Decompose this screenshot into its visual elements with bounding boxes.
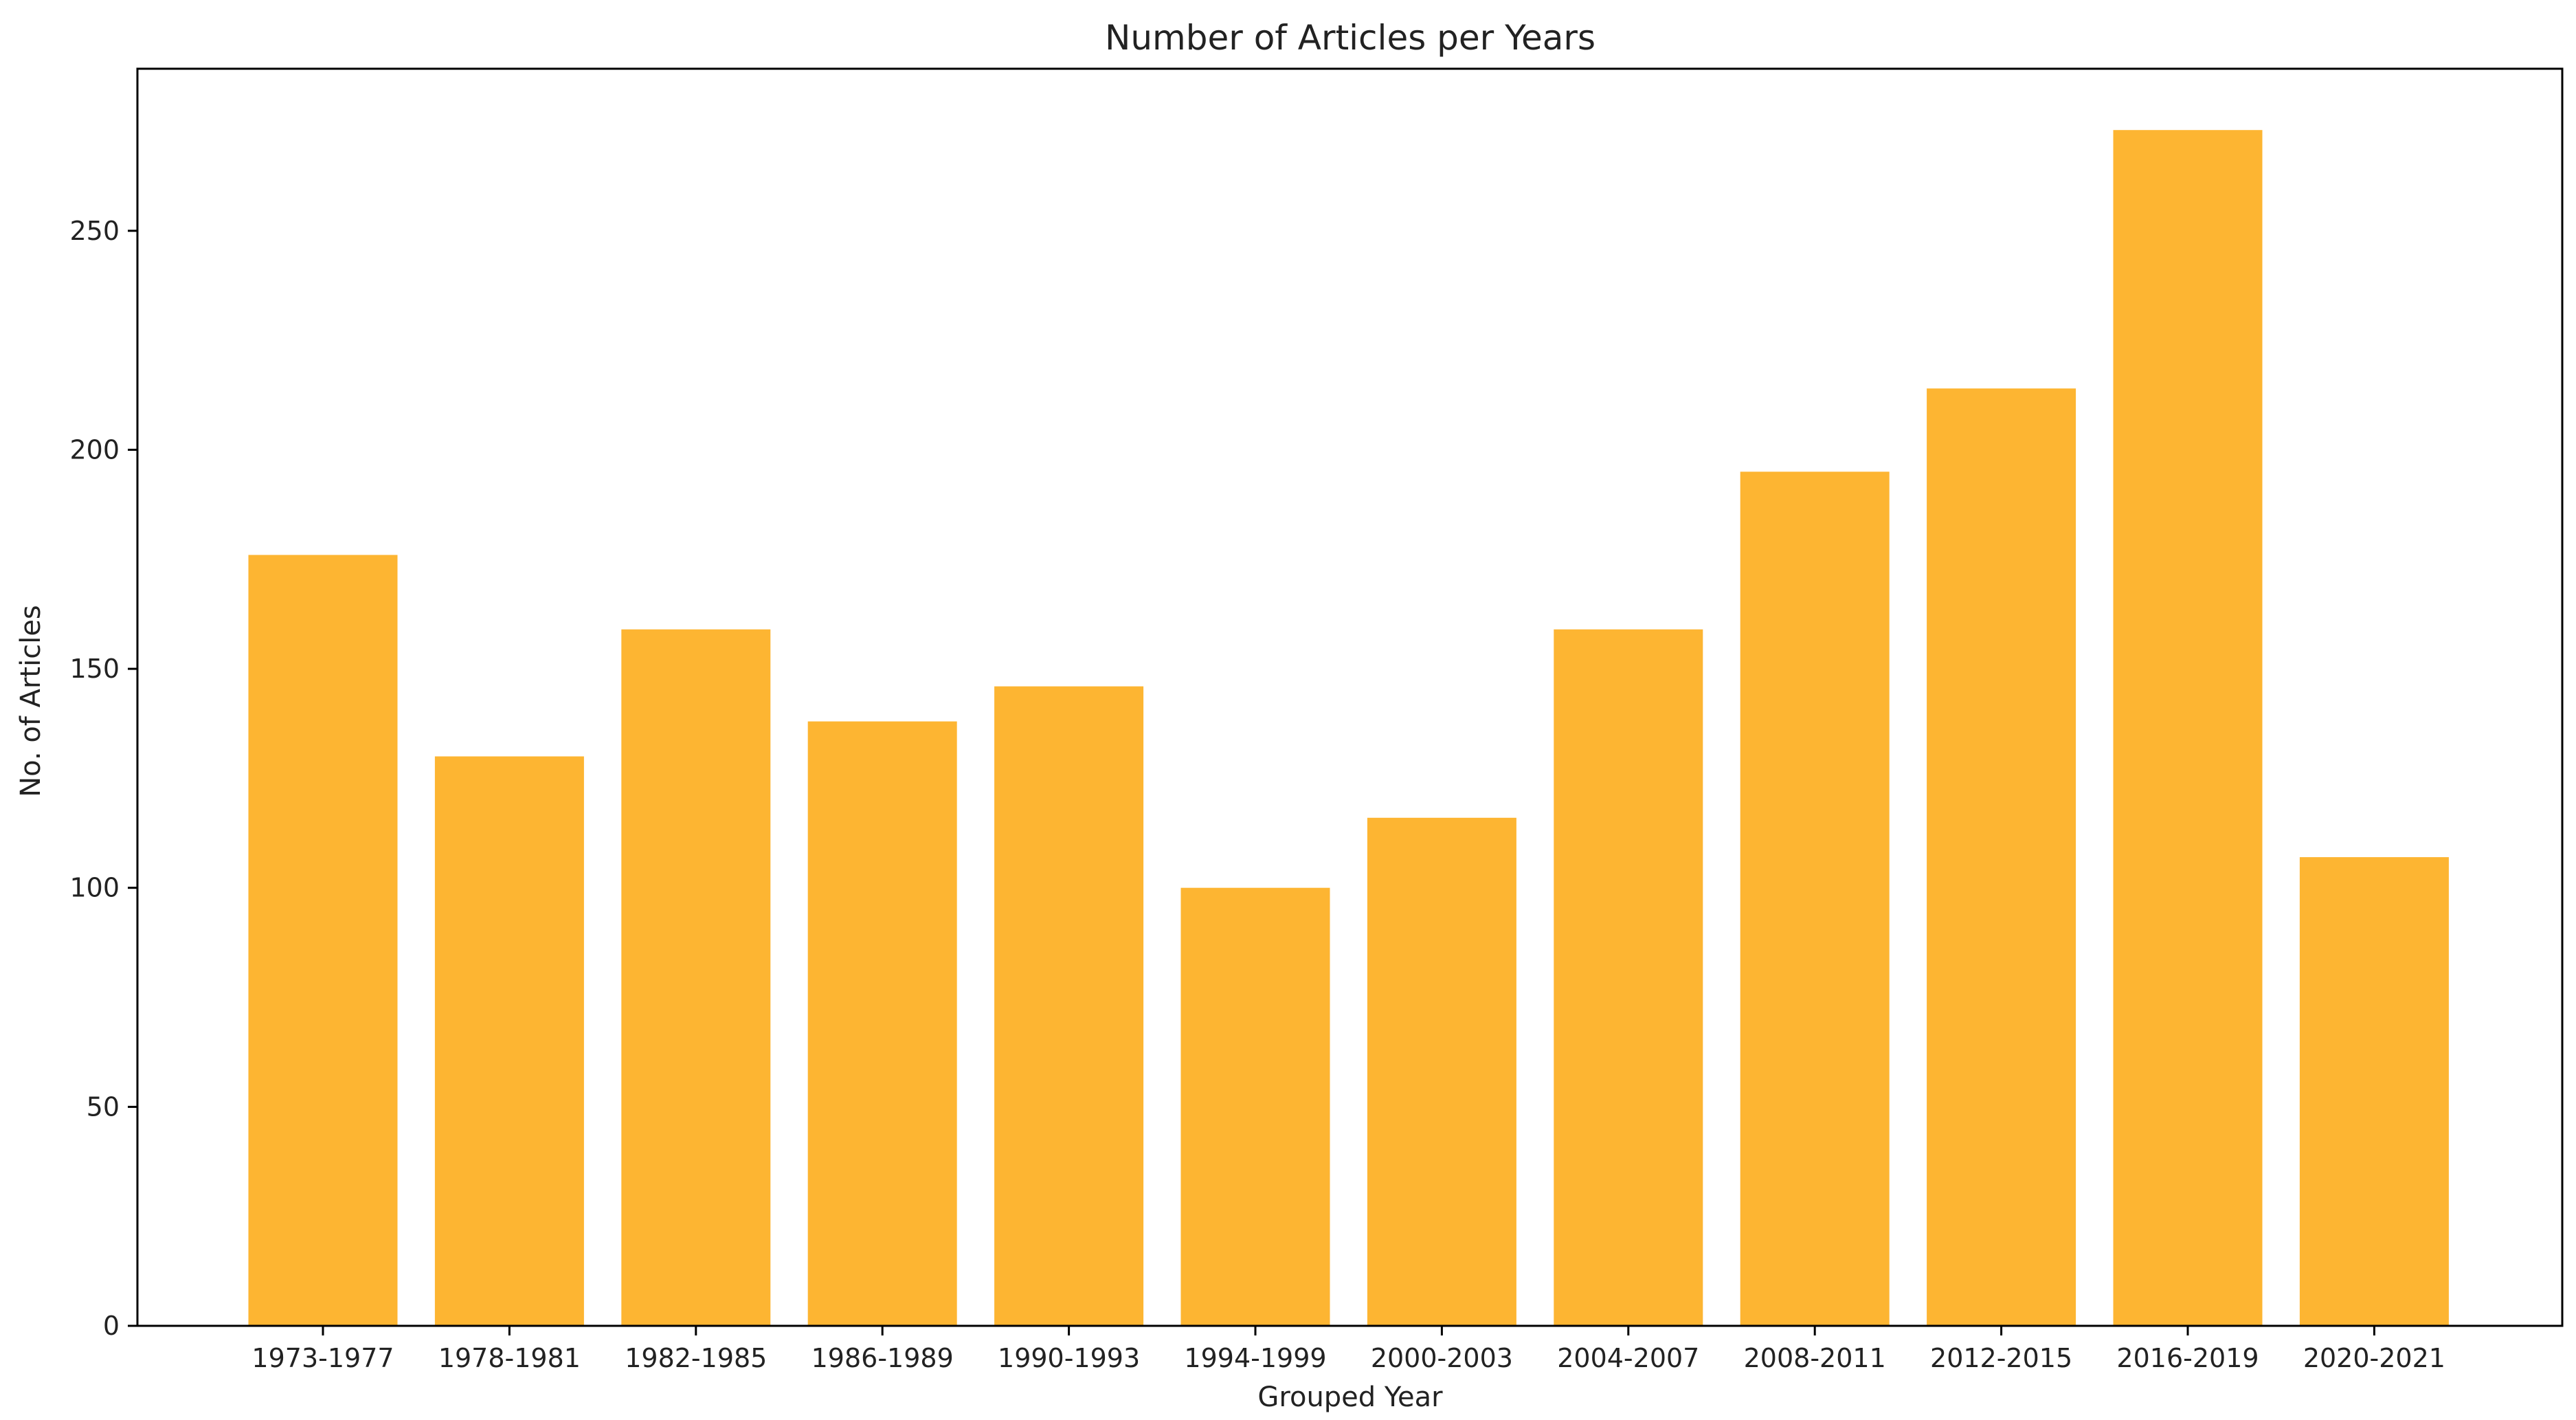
y-tick-label-0: 0 bbox=[103, 1311, 120, 1341]
x-tick-label-2016-2019: 2016-2019 bbox=[2116, 1343, 2259, 1373]
x-tick-label-2012-2015: 2012-2015 bbox=[1930, 1343, 2072, 1373]
y-tick-label-200: 200 bbox=[69, 434, 120, 465]
plot-area: 0 50 100 150 200 250 1973-1977 1978-1981 1982-19… bbox=[69, 67, 2564, 1373]
bar-2004-2007 bbox=[1554, 629, 1703, 1326]
x-axis-title: Grouped Year bbox=[1257, 1382, 1443, 1413]
x-tick-label-2004-2007: 2004-2007 bbox=[1557, 1343, 1699, 1373]
x-tick-label-1973-1977: 1973-1977 bbox=[251, 1343, 394, 1373]
plot-frame bbox=[136, 67, 2564, 1327]
bar-1978-1981 bbox=[434, 756, 584, 1326]
x-tick-label-1982-1985: 1982-1985 bbox=[625, 1343, 767, 1373]
x-tick-label-1990-1993: 1990-1993 bbox=[998, 1343, 1140, 1373]
chart-title: Number of Articles per Years bbox=[1105, 18, 1595, 58]
x-tick-label-2000-2003: 2000-2003 bbox=[1371, 1343, 1513, 1373]
bar-2012-2015 bbox=[1927, 388, 2076, 1327]
bar-2008-2011 bbox=[1740, 472, 1890, 1326]
x-tick-label-2020-2021: 2020-2021 bbox=[2303, 1343, 2445, 1373]
bar-2016-2019 bbox=[2113, 130, 2263, 1327]
bar-1994-1999 bbox=[1180, 887, 1330, 1326]
bar-1973-1977 bbox=[248, 555, 398, 1326]
y-tick-label-100: 100 bbox=[69, 873, 120, 903]
bar-1982-1985 bbox=[621, 629, 771, 1326]
bar-1986-1989 bbox=[807, 721, 957, 1326]
y-axis-title: No. of Articles bbox=[15, 605, 47, 797]
bar-1990-1993 bbox=[994, 686, 1144, 1326]
y-tick-label-50: 50 bbox=[87, 1091, 120, 1122]
y-tick-label-250: 250 bbox=[69, 216, 120, 246]
x-tick-label-1978-1981: 1978-1981 bbox=[438, 1343, 581, 1373]
bar-2000-2003 bbox=[1367, 817, 1516, 1326]
x-tick-label-1994-1999: 1994-1999 bbox=[1184, 1343, 1326, 1373]
x-tick-label-2008-2011: 2008-2011 bbox=[1744, 1343, 1886, 1373]
y-tick-label-150: 150 bbox=[69, 654, 120, 684]
x-tick-label-1986-1989: 1986-1989 bbox=[811, 1343, 954, 1373]
bar-2020-2021 bbox=[2299, 857, 2449, 1326]
